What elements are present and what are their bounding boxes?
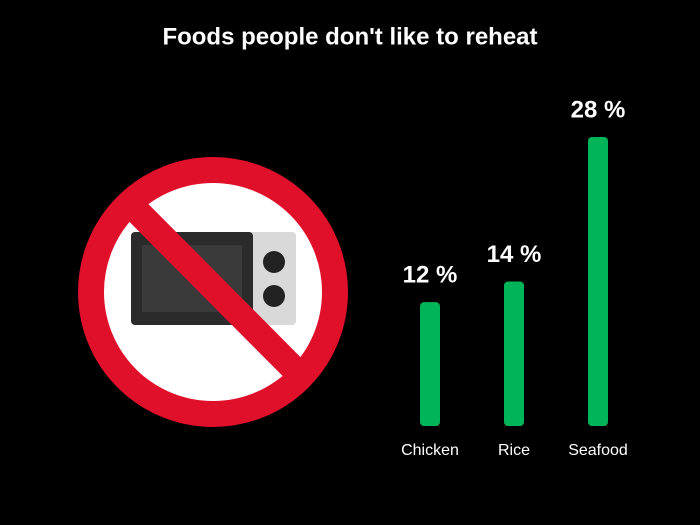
value-label: 28 % [571,96,626,123]
bar [588,137,608,426]
bar [420,302,440,426]
chart-title: Foods people don't like to reheat [162,23,537,50]
value-label: 12 % [403,261,458,288]
bar [504,281,524,426]
x-tick-label: Rice [498,442,530,459]
knob [263,251,285,273]
prohibition-slash [122,196,305,380]
no-microwave-icon [78,157,348,427]
x-tick-label: Seafood [568,442,628,459]
value-label: 14 % [487,241,542,268]
knob [263,285,285,307]
x-tick-label: Chicken [401,442,459,459]
